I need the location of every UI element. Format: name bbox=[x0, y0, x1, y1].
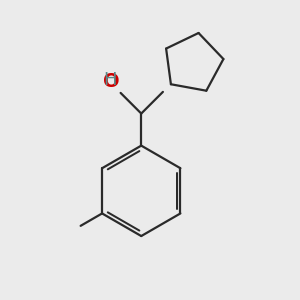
Text: O: O bbox=[103, 72, 119, 91]
Text: H: H bbox=[103, 71, 116, 89]
